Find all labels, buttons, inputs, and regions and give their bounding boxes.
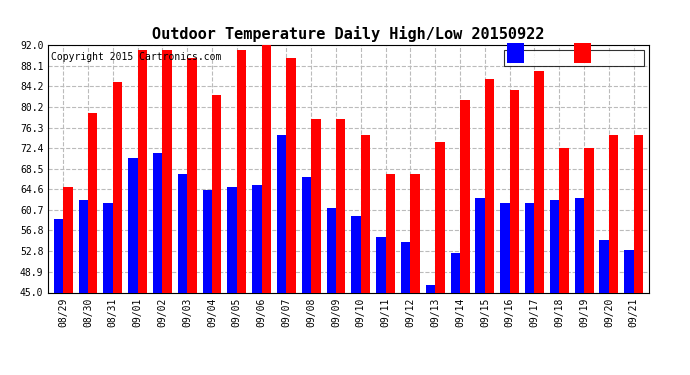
Legend: Low  (°F), High  (°F): Low (°F), High (°F) bbox=[504, 50, 644, 66]
Bar bbox=[277, 135, 286, 292]
Bar bbox=[525, 203, 535, 292]
Bar bbox=[485, 79, 494, 292]
Bar bbox=[475, 198, 485, 292]
Bar bbox=[162, 50, 172, 292]
Bar bbox=[376, 237, 386, 292]
Bar bbox=[54, 219, 63, 292]
Bar bbox=[510, 90, 519, 292]
Bar bbox=[426, 285, 435, 292]
Bar bbox=[128, 158, 137, 292]
Title: Outdoor Temperature Daily High/Low 20150922: Outdoor Temperature Daily High/Low 20150… bbox=[152, 27, 544, 42]
Bar bbox=[137, 50, 147, 292]
Bar bbox=[104, 203, 112, 292]
Bar bbox=[203, 190, 212, 292]
Bar bbox=[302, 177, 311, 292]
Bar bbox=[560, 148, 569, 292]
Bar bbox=[460, 100, 469, 292]
Bar bbox=[500, 203, 510, 292]
Bar bbox=[600, 240, 609, 292]
Bar bbox=[411, 174, 420, 292]
Bar bbox=[79, 200, 88, 292]
Bar bbox=[336, 119, 346, 292]
Bar bbox=[624, 251, 633, 292]
Bar bbox=[451, 253, 460, 292]
Bar bbox=[609, 135, 618, 292]
Bar bbox=[311, 119, 321, 292]
Bar bbox=[212, 95, 221, 292]
Bar bbox=[435, 142, 444, 292]
Bar bbox=[63, 187, 72, 292]
Bar bbox=[286, 58, 296, 292]
Bar bbox=[187, 58, 197, 292]
Bar bbox=[401, 243, 411, 292]
Bar bbox=[262, 45, 271, 292]
Bar bbox=[351, 216, 361, 292]
Bar bbox=[237, 50, 246, 292]
Bar bbox=[326, 208, 336, 292]
Bar bbox=[550, 200, 560, 292]
Bar bbox=[361, 135, 371, 292]
Bar bbox=[575, 198, 584, 292]
Bar bbox=[88, 114, 97, 292]
Bar bbox=[584, 148, 593, 292]
Bar bbox=[535, 71, 544, 292]
Bar bbox=[228, 187, 237, 292]
Bar bbox=[153, 153, 162, 292]
Text: Copyright 2015 Cartronics.com: Copyright 2015 Cartronics.com bbox=[51, 53, 221, 62]
Bar bbox=[178, 174, 187, 292]
Bar bbox=[253, 184, 262, 292]
Bar bbox=[633, 135, 643, 292]
Bar bbox=[112, 82, 122, 292]
Bar bbox=[386, 174, 395, 292]
